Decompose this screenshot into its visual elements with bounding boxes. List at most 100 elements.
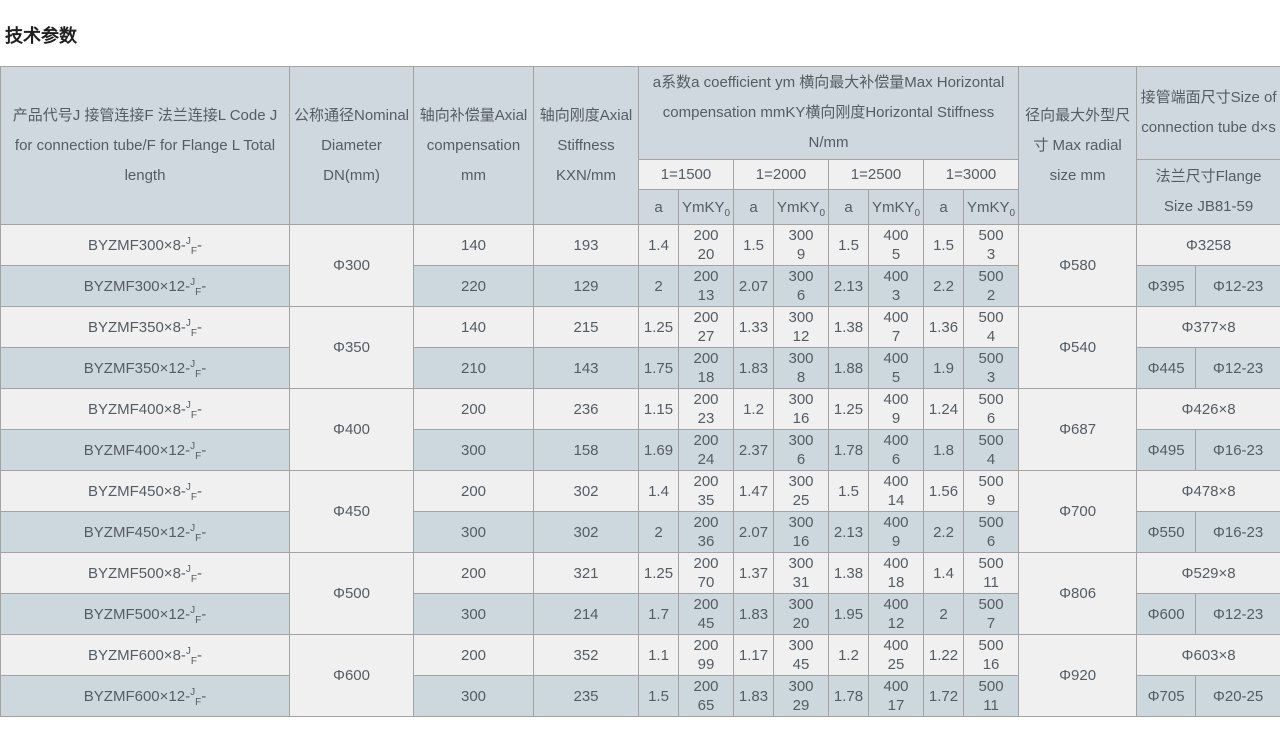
axial-stiffness-cell: 321 xyxy=(533,552,639,594)
product-code-cell: BYZMF600×12-JF- xyxy=(0,675,290,717)
max-radial-size-cell: Φ700 xyxy=(1018,470,1138,553)
ymky0-value-cell-2: 300 31 xyxy=(773,552,829,594)
product-code-cell: BYZMF600×8-JF- xyxy=(0,634,290,676)
flange-bolt-cell: Φ16-23 xyxy=(1195,429,1280,471)
ymky0-value-cell-3: 400 5 xyxy=(868,224,924,266)
a-value-cell-3: 1.5 xyxy=(828,470,869,512)
product-code-cell: BYZMF500×8-JF- xyxy=(0,552,290,594)
a-value-cell-1: 1.75 xyxy=(638,347,679,389)
a-value-cell-1: 1.7 xyxy=(638,593,679,635)
ymky0-value-cell-4: 500 9 xyxy=(962,470,1020,512)
ymky0-value-cell-3: 400 7 xyxy=(868,306,924,348)
ymky0-value-cell-3: 400 9 xyxy=(868,511,924,553)
ymky0-value-cell-1: 200 99 xyxy=(678,634,734,676)
a-value-cell-2: 2.37 xyxy=(733,429,774,471)
ymky0-value-cell-4: 500 16 xyxy=(962,634,1020,676)
a-value-cell-4: 1.5 xyxy=(923,224,964,266)
ymky0-value-cell-2: 300 9 xyxy=(773,224,829,266)
a-value-cell-4: 1.4 xyxy=(923,552,964,594)
ymky0-value-cell-2: 300 29 xyxy=(773,675,829,717)
table-row: BYZMF500×12-JF- 300 214 1.7 200 45 1.83 300 20 1.… xyxy=(0,593,1280,635)
a-value-cell-4: 1.36 xyxy=(923,306,964,348)
a-value-cell-4: 1.24 xyxy=(923,388,964,430)
flange-diameter-cell: Φ705 xyxy=(1136,675,1197,717)
product-code-cell: BYZMF350×8-JF- xyxy=(0,306,290,348)
a-value-cell-4: 2 xyxy=(923,593,964,635)
a-value-cell-2: 1.83 xyxy=(733,675,774,717)
a-value-cell-1: 1.25 xyxy=(638,306,679,348)
a-value-cell-1: 1.69 xyxy=(638,429,679,471)
a-value-cell-2: 2.07 xyxy=(733,265,774,307)
max-radial-size-cell: Φ687 xyxy=(1018,388,1138,471)
axial-compensation-cell: 220 xyxy=(413,265,534,307)
axial-compensation-cell: 140 xyxy=(413,306,534,348)
ymky0-value-cell-3: 400 18 xyxy=(868,552,924,594)
a-value-cell-3: 1.78 xyxy=(828,429,869,471)
a-value-cell-3: 1.95 xyxy=(828,593,869,635)
flange-diameter-cell: Φ495 xyxy=(1136,429,1197,471)
product-code-cell: BYZMF500×12-JF- xyxy=(0,593,290,635)
axial-stiffness-cell: 302 xyxy=(533,470,639,512)
axial-compensation-cell: 200 xyxy=(413,552,534,594)
flange-bolt-cell: Φ12-23 xyxy=(1195,593,1280,635)
axial-compensation-cell: 300 xyxy=(413,593,534,635)
a-value-cell-1: 2 xyxy=(638,265,679,307)
ymky0-value-cell-2: 300 16 xyxy=(773,388,829,430)
ymky0-value-cell-2: 300 12 xyxy=(773,306,829,348)
tube-size-cell: Φ426×8 xyxy=(1136,388,1280,430)
a-value-cell-4: 1.56 xyxy=(923,470,964,512)
flange-bolt-cell: Φ12-23 xyxy=(1195,265,1280,307)
ymky0-value-cell-2: 300 16 xyxy=(773,511,829,553)
table-row: BYZMF300×8-JF- Φ300 140 193 1.4 200 20 1.5 300 9 1… xyxy=(0,224,1280,307)
axial-compensation-cell: 210 xyxy=(413,347,534,389)
product-code-cell: BYZMF350×12-JF- xyxy=(0,347,290,389)
max-radial-size-cell: Φ540 xyxy=(1018,306,1138,389)
header-ymky0-4: YmKY0 xyxy=(962,189,1020,225)
ymky0-value-cell-2: 300 25 xyxy=(773,470,829,512)
a-value-cell-3: 1.38 xyxy=(828,552,869,594)
product-code-cell: BYZMF400×12-JF- xyxy=(0,429,290,471)
axial-stiffness-cell: 352 xyxy=(533,634,639,676)
ymky0-value-cell-3: 400 12 xyxy=(868,593,924,635)
axial-compensation-cell: 140 xyxy=(413,224,534,266)
header-ymky0-1: YmKY0 xyxy=(678,189,734,225)
axial-stiffness-cell: 236 xyxy=(533,388,639,430)
ymky0-value-cell-3: 400 6 xyxy=(868,429,924,471)
flange-bolt-cell: Φ20-25 xyxy=(1195,675,1280,717)
flange-diameter-cell: Φ550 xyxy=(1136,511,1197,553)
table-header: 产品代号J 接管连接F 法兰连接L Code J for connection … xyxy=(0,66,1280,225)
ymky0-value-cell-3: 400 14 xyxy=(868,470,924,512)
header-span-2: 1=2000 xyxy=(733,159,829,190)
nominal-diameter-cell: Φ300 xyxy=(289,224,414,307)
header-max-radial-size: 径向最大外型尺寸 Max radial size mm xyxy=(1018,66,1138,225)
ymky0-value-cell-2: 300 6 xyxy=(773,429,829,471)
a-value-cell-4: 2.2 xyxy=(923,511,964,553)
a-value-cell-1: 1.25 xyxy=(638,552,679,594)
a-value-cell-3: 1.5 xyxy=(828,224,869,266)
ymky0-value-cell-1: 200 13 xyxy=(678,265,734,307)
flange-diameter-cell: Φ445 xyxy=(1136,347,1197,389)
header-coefficient-group: a系数a coefficient ym 横向最大补偿量Max Horizonta… xyxy=(637,66,1020,160)
nominal-diameter-cell: Φ400 xyxy=(289,388,414,471)
ymky0-value-cell-1: 200 23 xyxy=(678,388,734,430)
max-radial-size-cell: Φ580 xyxy=(1018,224,1138,307)
nominal-diameter-cell: Φ600 xyxy=(289,634,414,717)
a-value-cell-3: 1.25 xyxy=(828,388,869,430)
product-code-cell: BYZMF450×8-JF- xyxy=(0,470,290,512)
a-value-cell-1: 1.1 xyxy=(638,634,679,676)
axial-compensation-cell: 300 xyxy=(413,675,534,717)
ymky0-value-cell-1: 200 20 xyxy=(678,224,734,266)
ymky0-value-cell-3: 400 5 xyxy=(868,347,924,389)
a-value-cell-2: 1.2 xyxy=(733,388,774,430)
table-row: BYZMF500×8-JF- Φ500 200 321 1.25 200 70 1.37 300… xyxy=(0,552,1280,635)
a-value-cell-1: 1.5 xyxy=(638,675,679,717)
ymky0-value-cell-4: 500 4 xyxy=(962,306,1020,348)
table-row: BYZMF600×8-JF- Φ600 200 352 1.1 200 99 1.17 300 4… xyxy=(0,634,1280,717)
tech-params-table: 产品代号J 接管连接F 法兰连接L Code J for connection … xyxy=(0,66,1280,717)
tube-size-cell: Φ529×8 xyxy=(1136,552,1280,594)
a-value-cell-4: 1.9 xyxy=(923,347,964,389)
ymky0-value-cell-3: 400 17 xyxy=(868,675,924,717)
axial-compensation-cell: 200 xyxy=(413,470,534,512)
nominal-diameter-cell: Φ500 xyxy=(289,552,414,635)
header-axial-compensation: 轴向补偿量Axial compensation mm xyxy=(413,66,534,225)
